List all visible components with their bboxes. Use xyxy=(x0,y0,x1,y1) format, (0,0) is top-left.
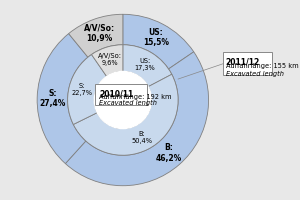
Text: A/V/So:
10,9%: A/V/So: 10,9% xyxy=(84,24,115,43)
Text: S:
22,7%: S: 22,7% xyxy=(72,83,93,96)
Text: Auffahrlänge: 192 km: Auffahrlänge: 192 km xyxy=(99,94,172,100)
Wedge shape xyxy=(37,34,88,164)
Text: Excavated length: Excavated length xyxy=(226,70,284,77)
Text: S:
27,4%: S: 27,4% xyxy=(39,89,66,108)
Wedge shape xyxy=(65,52,208,186)
Text: 2010/11: 2010/11 xyxy=(99,90,133,99)
Text: Auffahrlänge: 155 km: Auffahrlänge: 155 km xyxy=(226,63,298,69)
Wedge shape xyxy=(123,14,194,69)
Circle shape xyxy=(94,71,152,129)
Wedge shape xyxy=(92,45,123,76)
FancyBboxPatch shape xyxy=(223,52,272,75)
FancyBboxPatch shape xyxy=(95,84,147,105)
Wedge shape xyxy=(69,14,123,57)
Text: US:
15,5%: US: 15,5% xyxy=(143,28,169,47)
Text: Excavated length: Excavated length xyxy=(99,100,157,106)
Text: A/V/So:
9,6%: A/V/So: 9,6% xyxy=(98,53,122,66)
Wedge shape xyxy=(123,45,172,87)
Wedge shape xyxy=(73,74,178,155)
Wedge shape xyxy=(68,55,106,124)
Text: B:
46,2%: B: 46,2% xyxy=(156,143,182,163)
Text: 2011/12: 2011/12 xyxy=(226,57,260,66)
Text: US:
17,3%: US: 17,3% xyxy=(134,58,155,71)
Text: B:
50,4%: B: 50,4% xyxy=(131,131,152,144)
